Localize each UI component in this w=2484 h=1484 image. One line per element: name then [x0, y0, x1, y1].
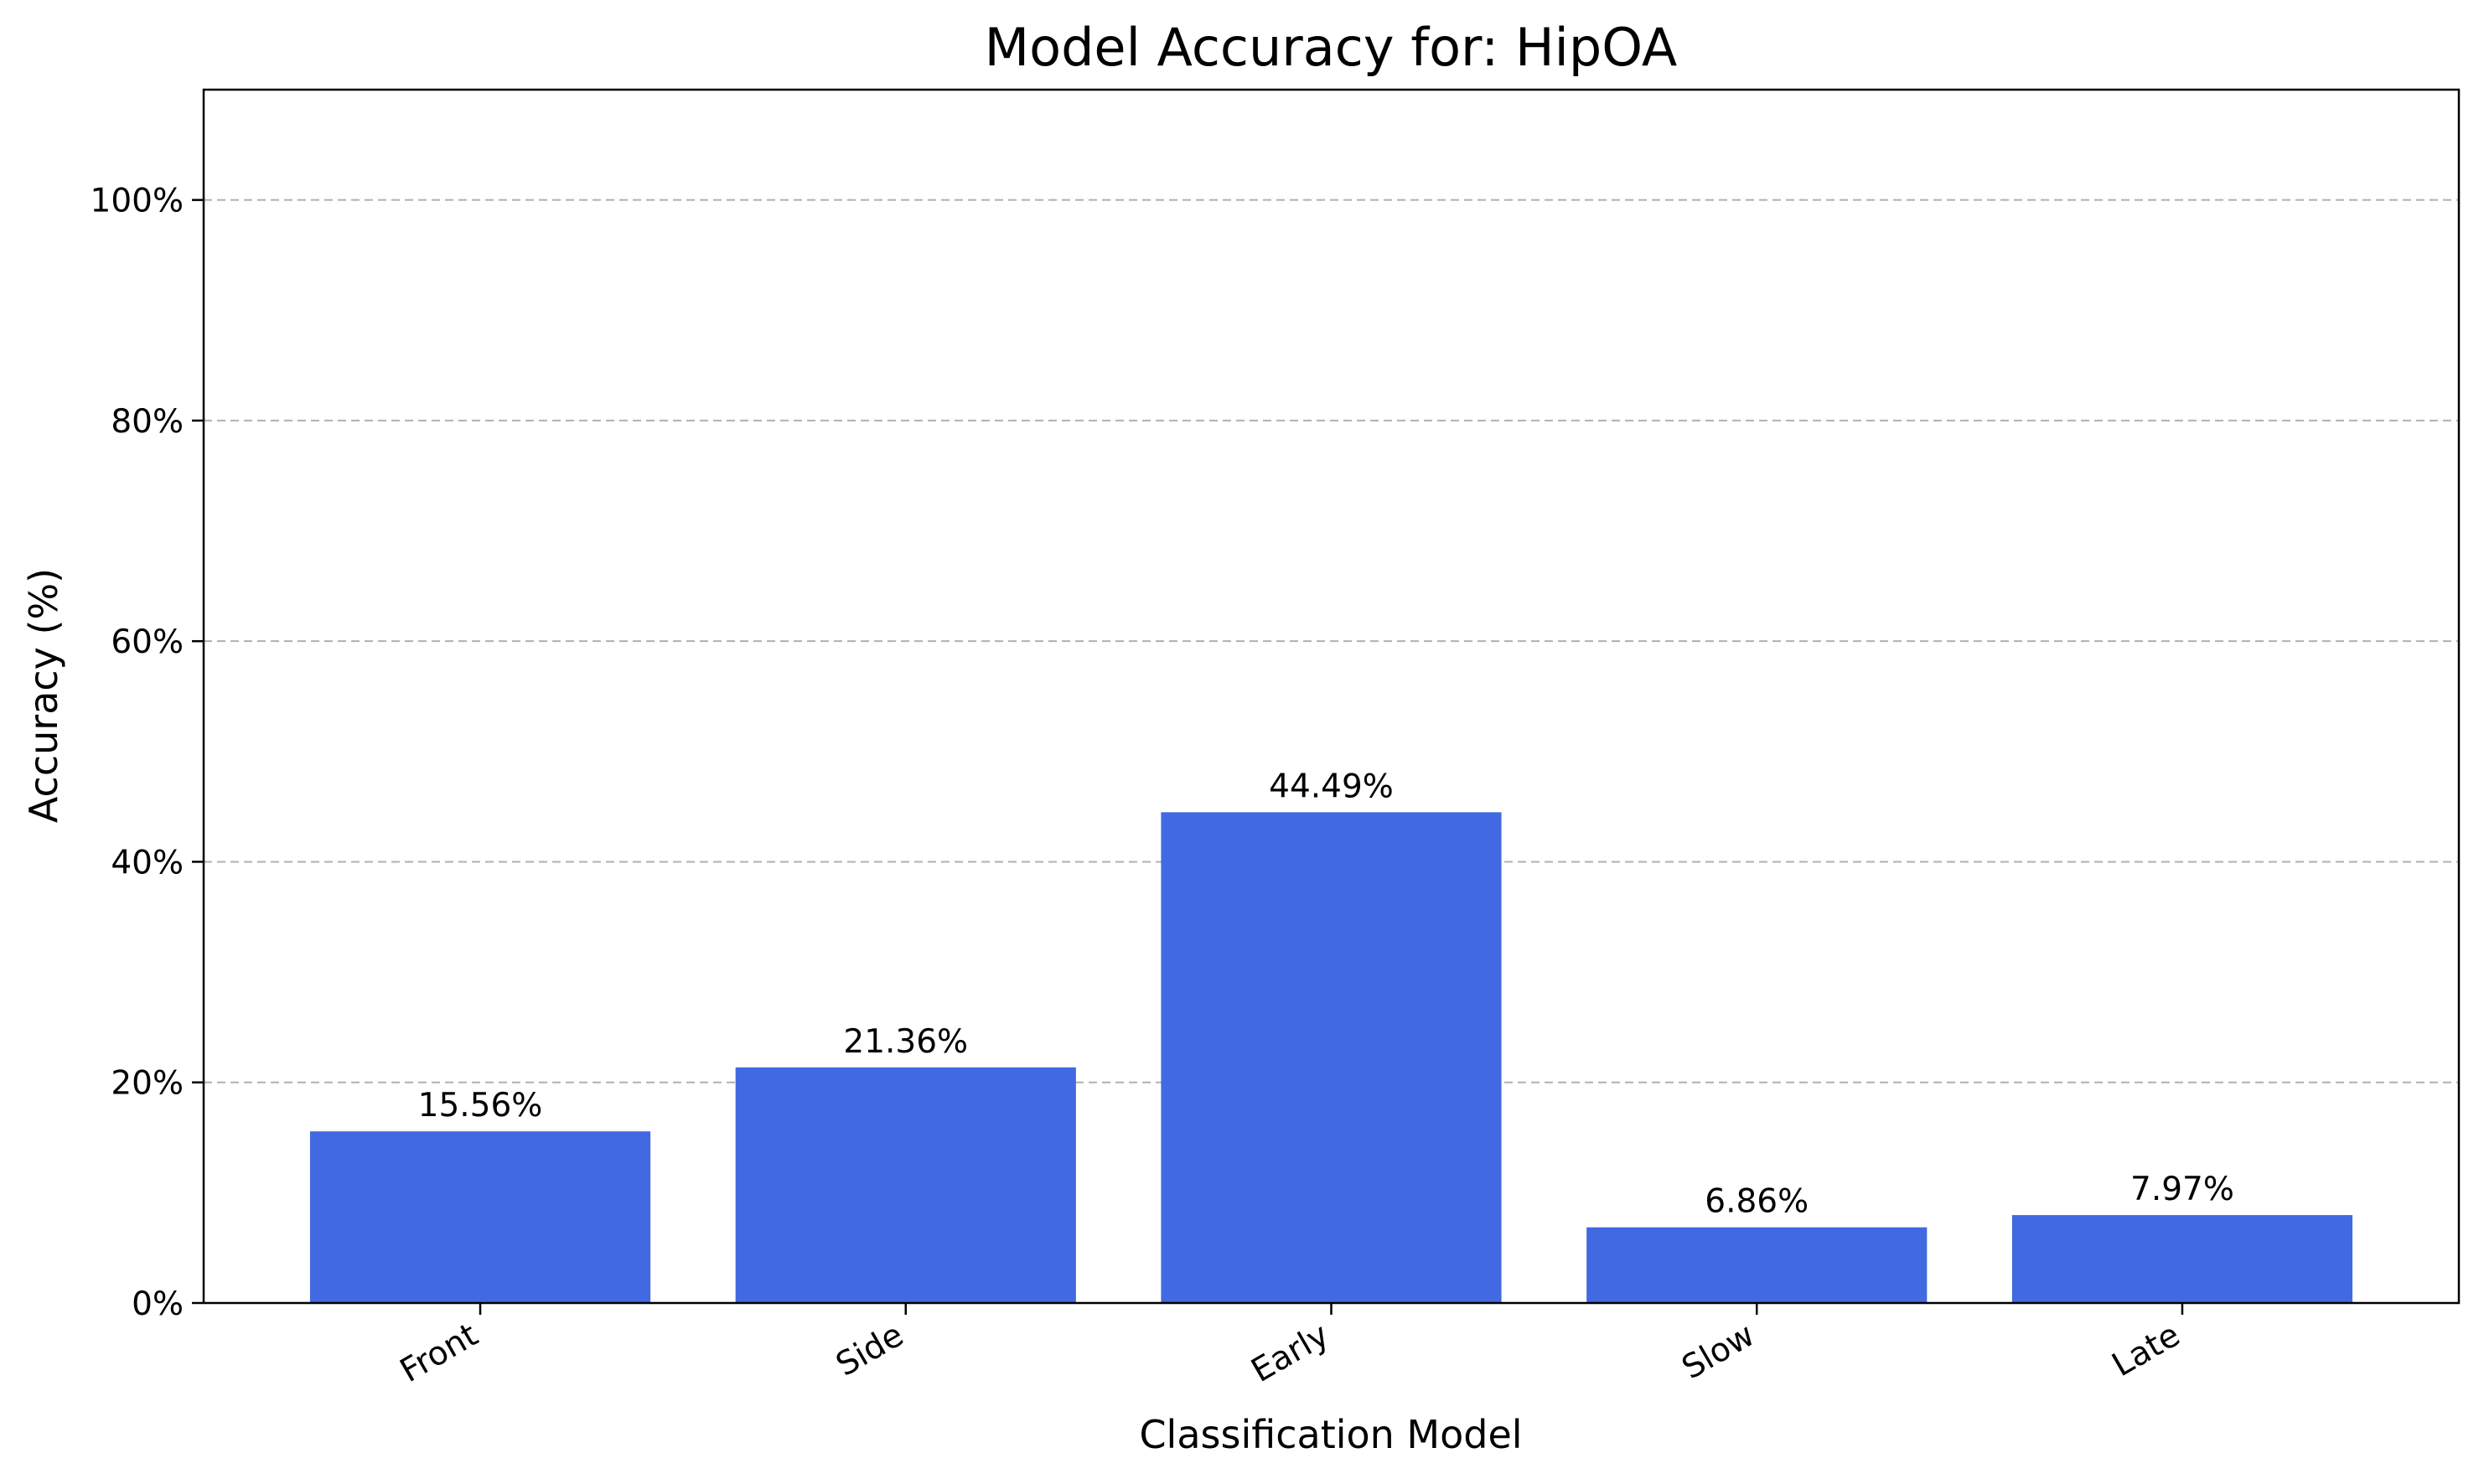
y-axis-ticks: 0% 20% 40% 60% 80% 100% — [91, 183, 204, 1323]
y-axis-label: Accuracy (%) — [21, 568, 66, 823]
x-axis-label: Classification Model — [1139, 1412, 1522, 1457]
x-tick-label: Early — [1245, 1316, 1336, 1390]
bar-front — [309, 1131, 651, 1303]
y-tick-label: 80% — [111, 403, 184, 441]
x-tick-label: Side — [830, 1316, 910, 1384]
data-label: 44.49% — [1269, 768, 1394, 805]
bar-side — [735, 1067, 1076, 1303]
chart-title: Model Accuracy for: HipOA — [985, 17, 1678, 78]
data-label: 15.56% — [418, 1087, 543, 1125]
bar-slow — [1586, 1227, 1928, 1303]
x-axis-ticks: Front Side Early Slow Late — [394, 1303, 2186, 1390]
data-label: 21.36% — [843, 1023, 968, 1061]
y-tick-label: 60% — [111, 623, 184, 661]
y-tick-label: 0% — [132, 1285, 184, 1323]
x-tick-label: Late — [2106, 1316, 2186, 1384]
data-label: 7.97% — [2130, 1171, 2234, 1208]
data-labels: 15.56% 21.36% 44.49% 6.86% 7.97% — [418, 768, 2234, 1220]
gridlines — [204, 199, 2459, 1083]
bar-late — [2011, 1215, 2353, 1303]
bars — [309, 812, 2353, 1303]
x-tick-label: Front — [394, 1316, 484, 1390]
x-tick-label: Slow — [1676, 1316, 1762, 1388]
bar-early — [1161, 812, 1502, 1303]
y-tick-label: 100% — [91, 183, 184, 220]
y-tick-label: 20% — [111, 1065, 184, 1103]
data-label: 6.86% — [1705, 1183, 1809, 1221]
y-tick-label: 40% — [111, 844, 184, 882]
